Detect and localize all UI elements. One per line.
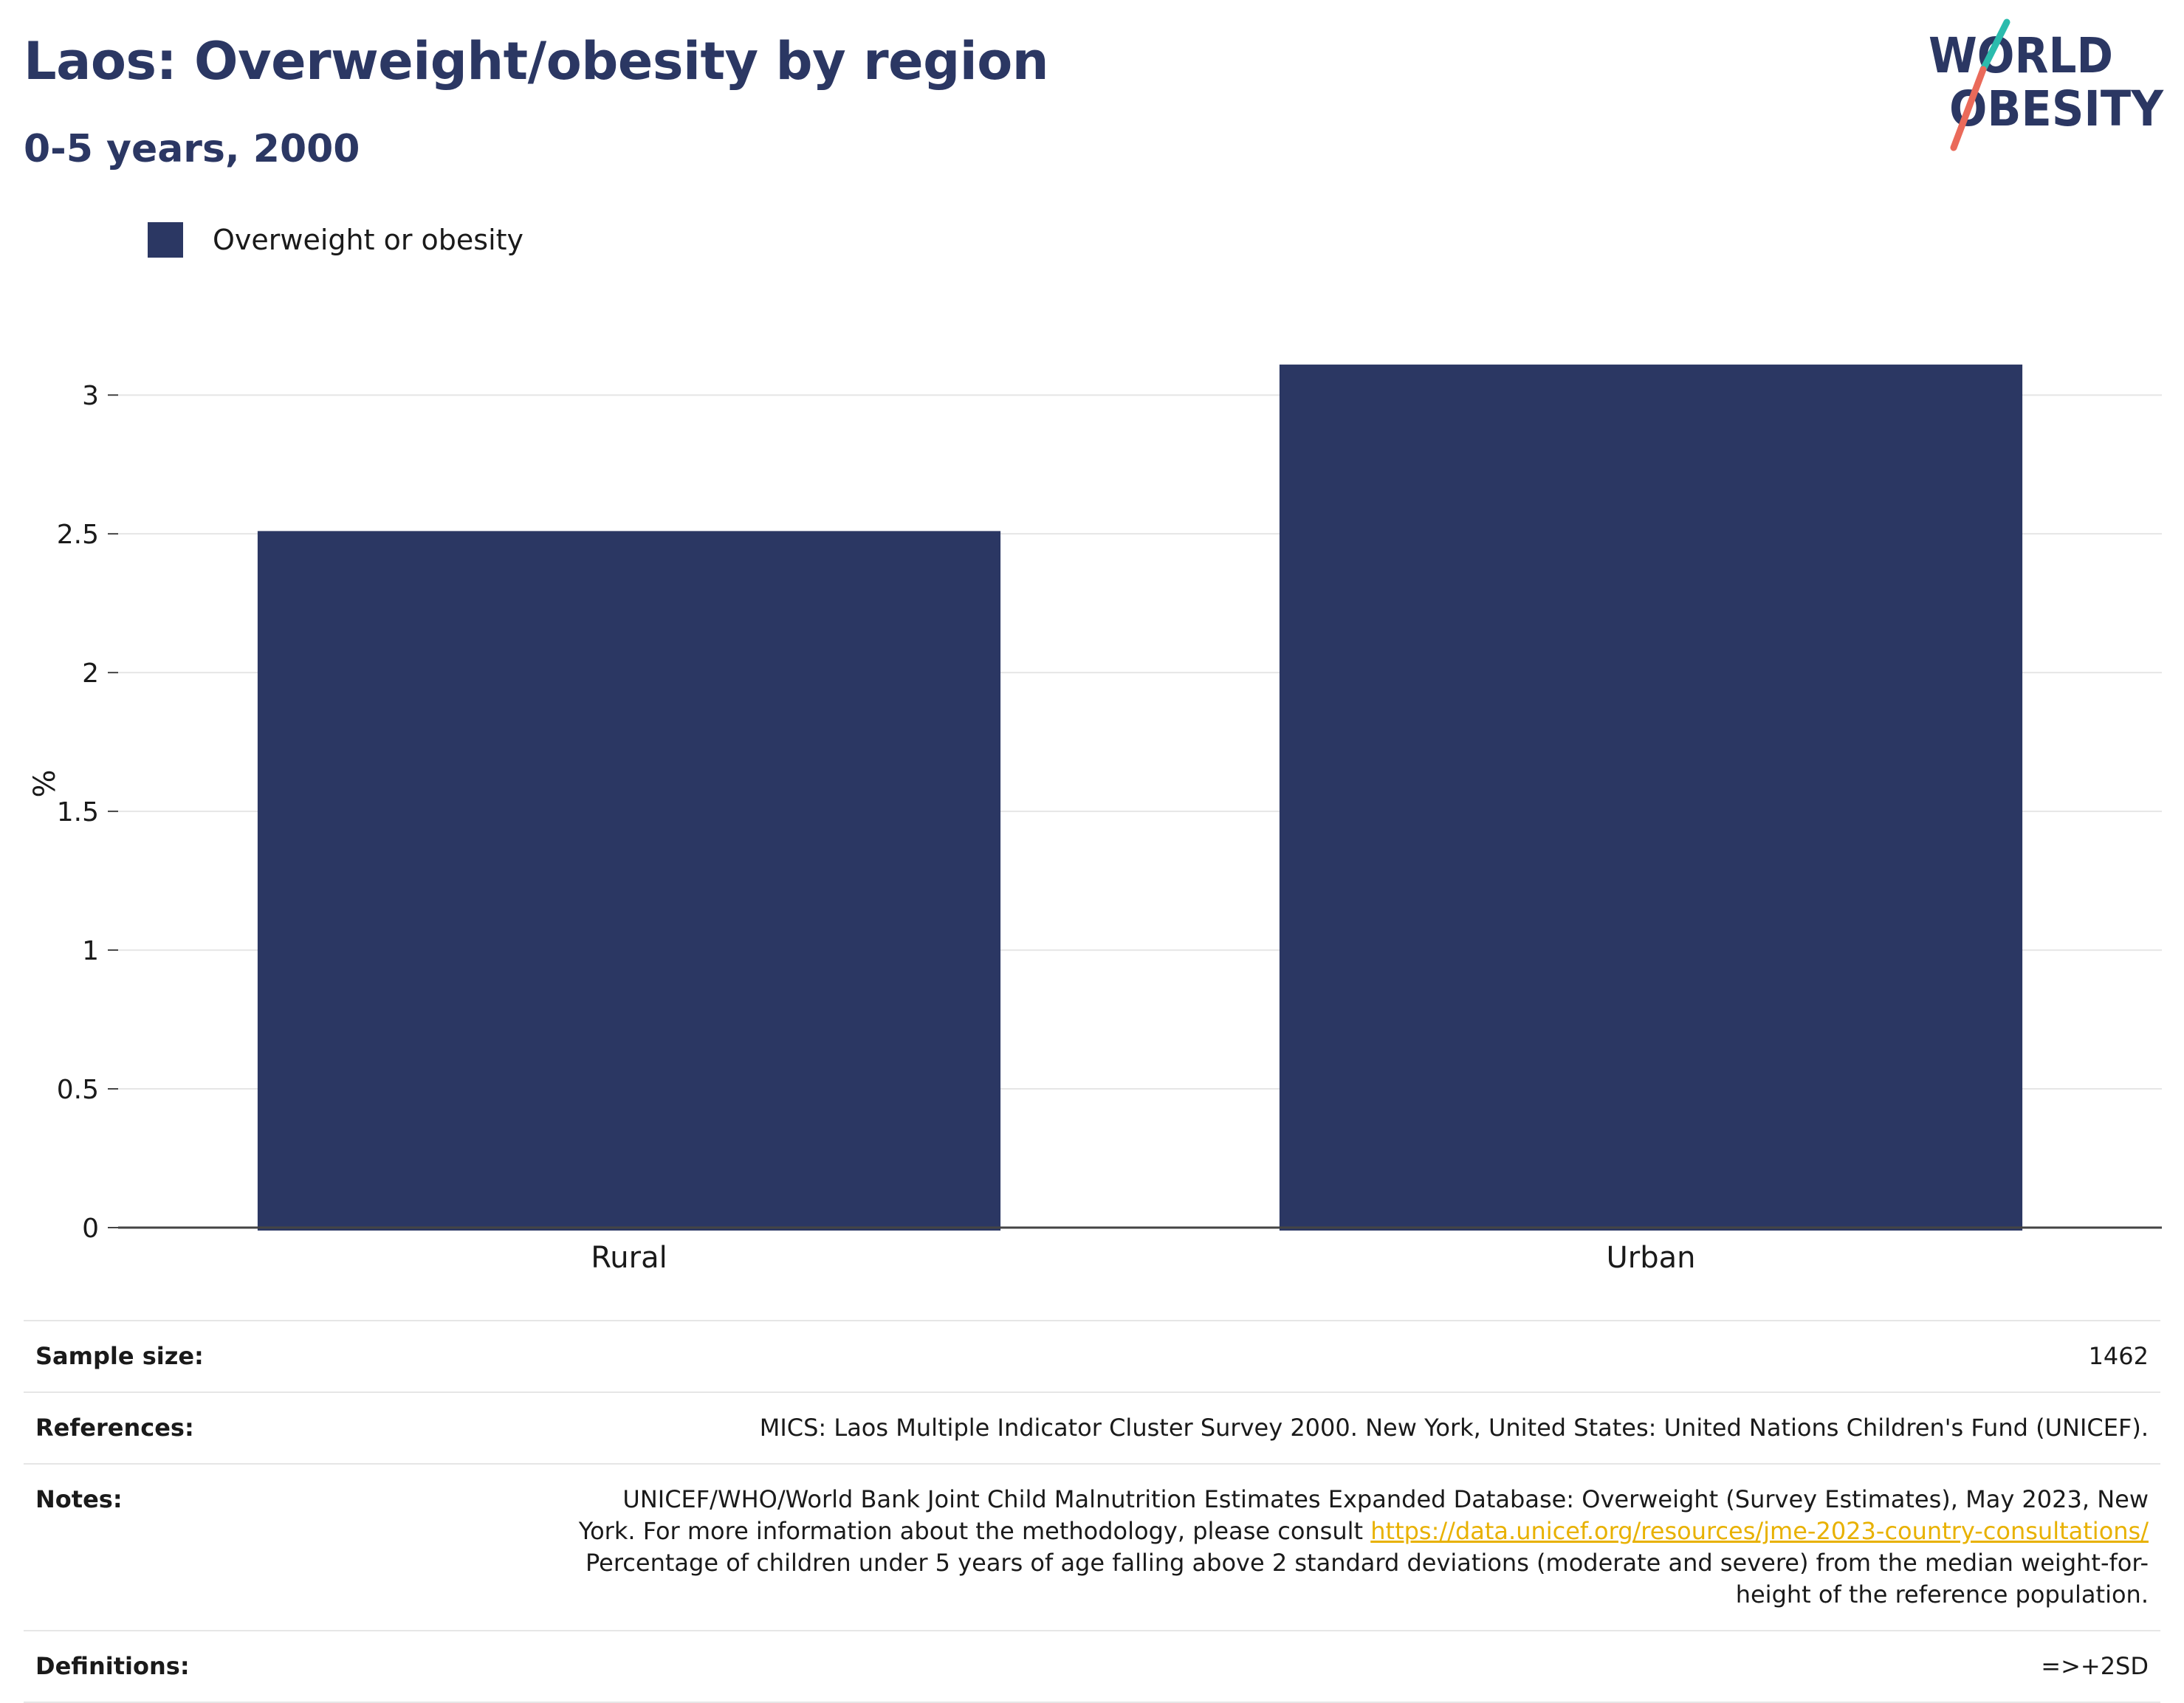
sample-size-value: 1462 bbox=[298, 1320, 2160, 1393]
y-tick-label: 0.5 bbox=[57, 1075, 99, 1105]
bar-rural[interactable] bbox=[257, 531, 1001, 1231]
info-row-references: References: MICS: Laos Multiple Indicato… bbox=[24, 1391, 2160, 1465]
y-tick-label: 2 bbox=[82, 658, 99, 689]
notes-value: UNICEF/WHO/World Bank Joint Child Malnut… bbox=[298, 1463, 2160, 1631]
chart-subtitle: 0-5 years, 2000 bbox=[24, 127, 360, 171]
logo-line2: OBESITY bbox=[1949, 80, 2164, 137]
notes-link[interactable]: https://data.unicef.org/resources/jme-20… bbox=[1370, 1517, 2149, 1545]
info-row-notes: Notes: UNICEF/WHO/World Bank Joint Child… bbox=[24, 1463, 2160, 1631]
logo-line1: WORLD bbox=[1929, 27, 2113, 84]
y-axis-label: % bbox=[28, 769, 62, 797]
info-row-definitions: Definitions: =>+2SD bbox=[24, 1630, 2160, 1703]
references-label: References: bbox=[24, 1391, 298, 1465]
y-tick-label: 1 bbox=[82, 936, 99, 966]
x-tick-label: Urban bbox=[1607, 1241, 1696, 1275]
notes-line2: York. For more information about the met… bbox=[578, 1517, 1371, 1545]
x-tick-label: Rural bbox=[591, 1241, 667, 1275]
definitions-value: =>+2SD bbox=[298, 1630, 2160, 1703]
info-table: Sample size: 1462 References: MICS: Laos… bbox=[24, 1320, 2160, 1703]
notes-line1: UNICEF/WHO/World Bank Joint Child Malnut… bbox=[622, 1485, 2149, 1513]
definitions-label: Definitions: bbox=[24, 1630, 298, 1703]
bar-chart: 0 0.5 1 1.5 2 2.5 3 Rural Urban% bbox=[28, 364, 2162, 1275]
legend-swatch[interactable] bbox=[148, 222, 183, 258]
sample-size-label: Sample size: bbox=[24, 1320, 298, 1393]
y-tick-label: 1.5 bbox=[57, 797, 99, 828]
references-value: MICS: Laos Multiple Indicator Cluster Su… bbox=[298, 1391, 2160, 1465]
bar-urban[interactable] bbox=[1279, 364, 2023, 1231]
legend: Overweight or obesity bbox=[148, 221, 523, 258]
notes-label: Notes: bbox=[24, 1463, 298, 1631]
y-tick-label: 3 bbox=[82, 381, 99, 411]
info-row-sample-size: Sample size: 1462 bbox=[24, 1320, 2160, 1393]
logo-slash-bottom bbox=[1950, 66, 1987, 151]
logo-slash-top bbox=[1979, 18, 2010, 73]
legend-label[interactable]: Overweight or obesity bbox=[213, 224, 524, 256]
chart-title: Laos: Overweight/obesity by region bbox=[24, 31, 1049, 92]
notes-line3: Percentage of children under 5 years of … bbox=[586, 1549, 2149, 1577]
world-obesity-logo: WORLD OBESITY bbox=[1929, 18, 2164, 151]
y-tick-label: 0 bbox=[82, 1214, 99, 1244]
notes-line4: height of the reference population. bbox=[1735, 1580, 2149, 1609]
y-tick-label: 2.5 bbox=[57, 520, 99, 550]
